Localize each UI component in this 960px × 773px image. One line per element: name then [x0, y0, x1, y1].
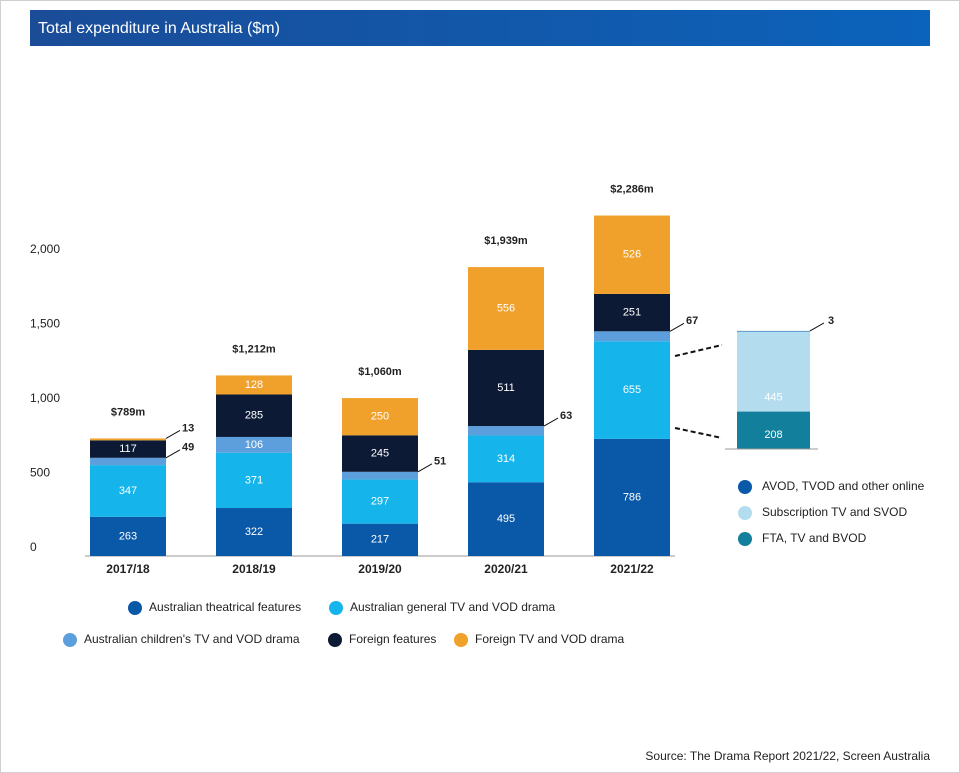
bar-segment: [216, 508, 292, 556]
legend-swatch: [128, 601, 142, 615]
bar-segment: [90, 440, 166, 458]
bar-segment: [342, 523, 418, 556]
bar-segment: [342, 398, 418, 436]
value-label: 285: [245, 410, 263, 422]
value-label: 495: [497, 513, 515, 525]
bar-segment: [468, 435, 544, 483]
value-label: 263: [119, 530, 137, 542]
bar-segment: [90, 438, 166, 441]
bar-segment: [594, 293, 670, 332]
legend-swatch: [328, 633, 342, 647]
value-label: 245: [371, 447, 389, 459]
bar-segment: [594, 331, 670, 342]
y-tick-label: 1,000: [30, 391, 60, 405]
bar-segment: [594, 215, 670, 294]
value-label: 13: [182, 422, 194, 434]
value-label: 49: [182, 442, 194, 454]
y-tick-label: 0: [30, 540, 37, 554]
value-label: 297: [371, 495, 389, 507]
total-label: $789m: [111, 406, 145, 418]
total-label: $1,212m: [232, 343, 276, 355]
bar-segment: [594, 438, 670, 556]
legend-label: Subscription TV and SVOD: [762, 505, 908, 519]
bar-segment: [468, 426, 544, 436]
legend-swatch: [329, 601, 343, 615]
value-label: 371: [245, 474, 263, 486]
leader-line: [543, 417, 559, 427]
value-label: 445: [764, 391, 782, 403]
leader-line: [165, 430, 181, 439]
value-label: 347: [119, 485, 137, 497]
value-label: 655: [623, 384, 641, 396]
legend-label: AVOD, TVOD and other online: [762, 479, 925, 493]
value-label: 106: [245, 439, 263, 451]
legend-swatch: [738, 532, 752, 546]
leader-line: [809, 322, 825, 332]
leader-line: [417, 463, 433, 473]
legend-swatch: [738, 480, 752, 494]
value-label: 526: [623, 249, 641, 261]
bar-segment: [468, 267, 544, 350]
legend-label: FTA, TV and BVOD: [762, 531, 867, 545]
bar-segment: [342, 471, 418, 480]
value-label: 314: [497, 453, 515, 465]
value-label: 217: [371, 534, 389, 546]
bar-segment: [216, 394, 292, 437]
legend-label: Foreign features: [349, 632, 436, 646]
title-banner: [30, 10, 930, 46]
legend-label: Australian children's TV and VOD drama: [84, 632, 300, 646]
leader-line: [165, 449, 181, 459]
connector: [674, 344, 723, 357]
legend-swatch: [738, 506, 752, 520]
breakout-segment: [737, 331, 810, 412]
x-tick-label: 2018/19: [232, 562, 276, 576]
x-tick-label: 2021/22: [610, 562, 654, 576]
value-label: 67: [686, 315, 698, 327]
y-tick-label: 500: [30, 466, 50, 480]
breakout-segment: [737, 411, 810, 449]
breakout-segment: [737, 330, 810, 332]
value-label: 250: [371, 411, 389, 423]
legend-label: Foreign TV and VOD drama: [475, 632, 625, 646]
legend-label: Australian general TV and VOD drama: [350, 600, 556, 614]
connector: [674, 427, 723, 439]
bar-segment: [216, 452, 292, 509]
value-label: 556: [497, 302, 515, 314]
bar-segment: [90, 457, 166, 466]
legend-label: Australian theatrical features: [149, 600, 301, 614]
y-tick-label: 2,000: [30, 242, 60, 256]
total-label: $1,939m: [484, 235, 528, 247]
bar-segment: [468, 482, 544, 556]
x-tick-label: 2020/21: [484, 562, 528, 576]
total-label: $1,060m: [358, 366, 402, 378]
bar-segment: [594, 341, 670, 439]
bar-segment: [90, 516, 166, 556]
value-label: 128: [245, 379, 263, 391]
x-tick-label: 2017/18: [106, 562, 150, 576]
bar-segment: [468, 349, 544, 427]
value-label: 511: [497, 382, 515, 394]
value-label: 3: [828, 315, 834, 327]
bar-segment: [90, 465, 166, 517]
value-label: 63: [560, 410, 572, 422]
legend-swatch: [454, 633, 468, 647]
value-label: 117: [119, 443, 137, 455]
legend-swatch: [63, 633, 77, 647]
source: Source: The Drama Report 2021/22, Screen…: [645, 749, 930, 763]
value-label: 251: [623, 307, 641, 319]
leader-line: [669, 322, 685, 332]
bar-segment: [342, 479, 418, 524]
value-label: 51: [434, 456, 446, 468]
value-label: 786: [623, 491, 641, 503]
value-label: 208: [764, 429, 782, 441]
x-tick-label: 2019/20: [358, 562, 402, 576]
total-label: $2,286m: [610, 183, 654, 195]
bar-segment: [216, 436, 292, 453]
bar-segment: [216, 375, 292, 395]
bar-segment: [342, 435, 418, 472]
y-tick-label: 1,500: [30, 317, 60, 331]
chart-title: Total expenditure in Australia ($m): [38, 20, 280, 37]
value-label: 322: [245, 526, 263, 538]
